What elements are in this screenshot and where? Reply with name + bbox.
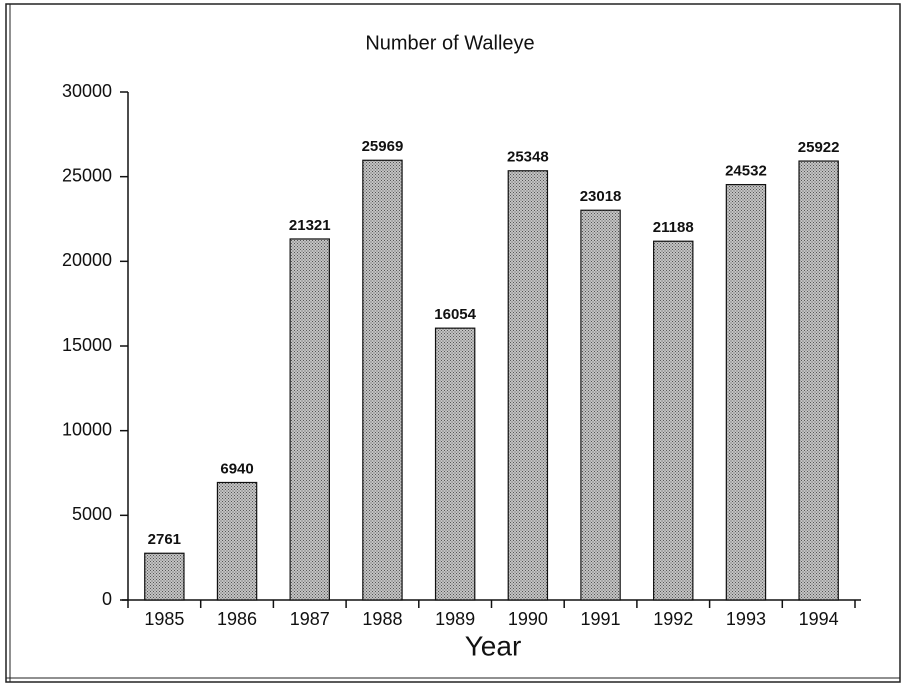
frame: [5, 3, 901, 683]
x-axis-label: Year: [465, 630, 522, 661]
bar: [507, 170, 549, 601]
data-label: 16054: [434, 306, 476, 323]
data-label: 2761: [148, 531, 181, 548]
y-tick-label: 30000: [62, 81, 112, 101]
y-tick-label: 5000: [72, 504, 112, 524]
data-label: 24532: [725, 163, 767, 180]
data-label: 6940: [220, 460, 253, 477]
x-tick-label: 1994: [799, 609, 839, 629]
data-label: 25922: [798, 139, 840, 156]
bar: [725, 183, 767, 601]
x-tick-label: 1989: [435, 609, 475, 629]
x-tick-label: 1991: [581, 609, 621, 629]
bar: [289, 238, 330, 601]
bar: [434, 327, 476, 601]
bar: [798, 160, 839, 601]
data-label: 21321: [289, 217, 331, 234]
bar: [580, 209, 621, 601]
x-tick-label: 1986: [217, 609, 257, 629]
x-tick-label: 1985: [144, 609, 184, 629]
data-label: 23018: [580, 188, 622, 205]
x-tick-label: 1992: [653, 609, 693, 629]
y-tick-label: 25000: [62, 165, 112, 185]
data-label: 21188: [653, 219, 694, 236]
x-tick-label: 1988: [362, 609, 402, 629]
x-tick-label: 1990: [508, 609, 548, 629]
data-label: 25348: [507, 149, 549, 166]
data-label: 25969: [362, 138, 404, 155]
bar: [653, 240, 694, 601]
y-tick-label: 10000: [62, 419, 112, 439]
y-tick-label: 15000: [62, 335, 112, 355]
x-tick-label: 1987: [290, 609, 330, 629]
bar: [216, 481, 258, 601]
chart-title: Number of Walleye: [365, 32, 534, 54]
bar: [144, 552, 185, 601]
x-tick-label: 1993: [726, 609, 766, 629]
bar: [362, 159, 403, 601]
y-tick-label: 20000: [62, 250, 112, 270]
y-tick-label: 0: [102, 589, 112, 609]
